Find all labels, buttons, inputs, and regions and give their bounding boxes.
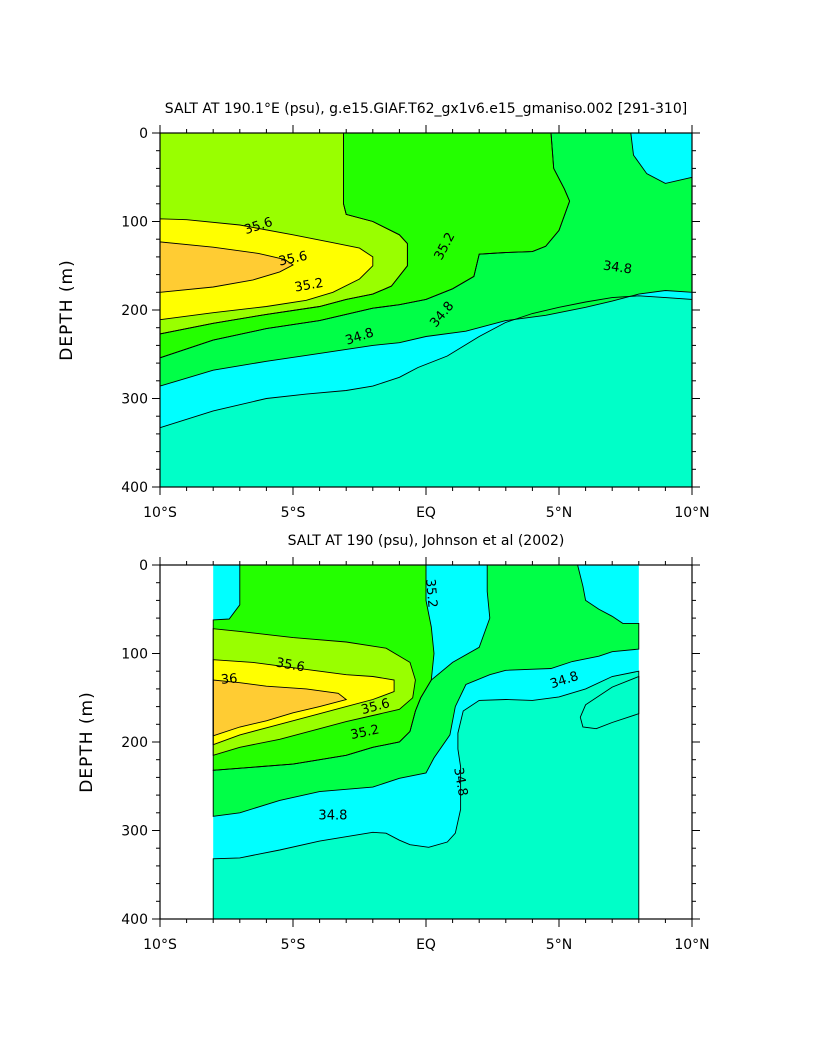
contour-label: 35.6 [277, 249, 308, 270]
salinity-region-1 [213, 565, 639, 817]
y-tick-label: 100 [121, 215, 148, 231]
y-tick-label: 200 [121, 735, 148, 751]
contour-label: 35.2 [349, 722, 380, 743]
contour-label: 34.8 [450, 766, 470, 797]
contour-label: 35.2 [422, 578, 439, 608]
contour-line-5 [212, 679, 348, 737]
contour-line-2 [212, 564, 435, 771]
y-tick-label: 300 [121, 824, 148, 840]
x-tick-label: 10°N [674, 505, 709, 521]
y-tick-label: 0 [139, 558, 148, 574]
salinity-region-1 [160, 133, 692, 387]
x-tick-label: 5°S [281, 937, 306, 953]
contour-label: 35.2 [293, 276, 324, 296]
x-tick-label: 10°S [143, 937, 177, 953]
x-tick-label: 5°N [546, 505, 572, 521]
contour-line-0 [212, 670, 640, 920]
contour-line-4 [212, 659, 395, 746]
contour-label: 35.6 [360, 696, 392, 718]
chart-title: SALT AT 190.1°E (psu), g.e15.GIAF.T62_gx… [165, 101, 687, 117]
salinity-region-5 [213, 680, 347, 736]
y-tick-label: 400 [121, 480, 148, 496]
contour-line-4 [159, 218, 374, 321]
salinity-region-0 [213, 671, 639, 919]
y-tick-label: 0 [139, 126, 148, 142]
contour-label: 35.6 [275, 656, 306, 676]
panel-model: 35.635.635.235.234.834.834.810°S 5°S EQ 5°N… [57, 101, 710, 521]
contour-label: 36 [220, 671, 238, 687]
y-tick-label: 100 [121, 647, 148, 663]
salinity-region-6 [580, 676, 639, 729]
x-tick-label: EQ [416, 505, 436, 521]
chart-title: SALT AT 190 (psu), Johnson et al (2002) [288, 533, 565, 549]
x-tick-label: 5°S [281, 505, 306, 521]
y-axis-label: DEPTH (m) [57, 259, 77, 360]
y-tick-label: 300 [121, 392, 148, 408]
contour-line-6 [579, 675, 640, 730]
contour-line-0 [159, 295, 693, 488]
contour-label: 34.8 [602, 259, 633, 278]
x-tick-label: 5°N [546, 937, 572, 953]
x-tick-label: EQ [416, 937, 436, 953]
y-axis-label: DEPTH (m) [77, 691, 97, 792]
contour-line-3 [212, 628, 416, 756]
salinity-region-2 [160, 133, 570, 358]
salinity-region-5 [160, 241, 293, 293]
contour-label: 34.8 [318, 808, 347, 823]
x-tick-label: 10°N [674, 937, 709, 953]
contour-line-5 [159, 241, 294, 293]
salinity-region-0 [160, 295, 692, 487]
x-tick-label: 10°S [143, 505, 177, 521]
y-tick-label: 400 [121, 912, 148, 928]
y-tick-label: 200 [121, 303, 148, 319]
